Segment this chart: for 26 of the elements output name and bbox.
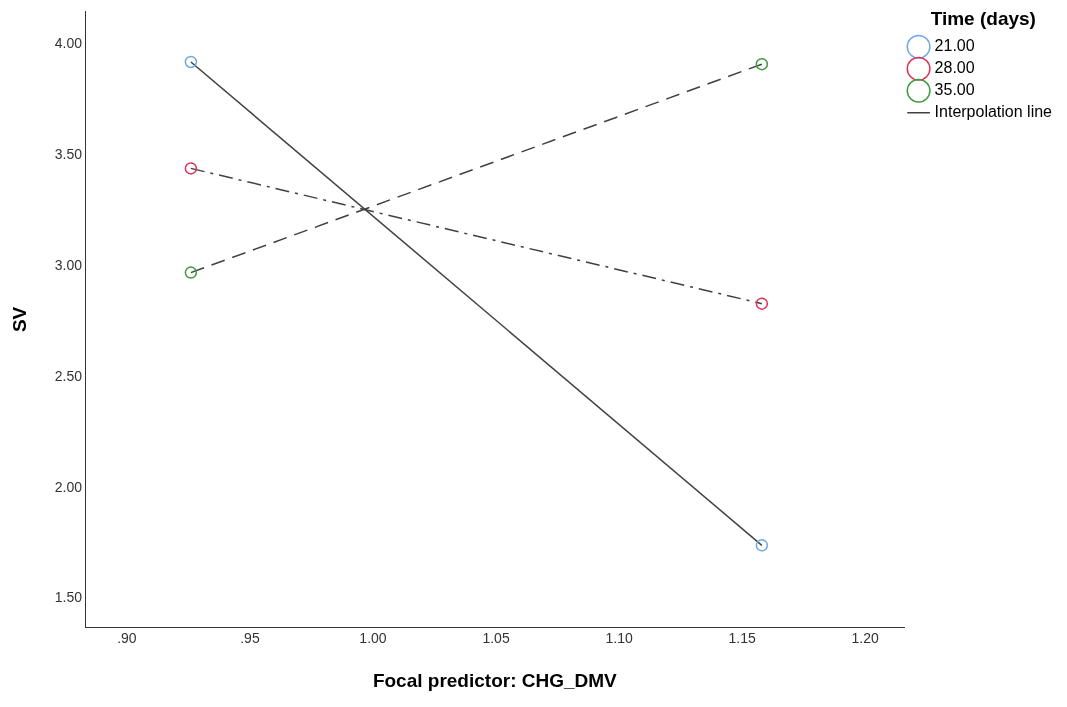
point (755, 57, 769, 71)
y-tick-label: 1.50 (54, 589, 83, 606)
legend-label: 21.00 (934, 37, 975, 55)
x-axis-title: Focal predictor: CHG_DMV (372, 669, 618, 691)
y-tick-label: 2.00 (54, 478, 83, 495)
y-tick-label: 3.00 (54, 256, 83, 273)
y-axis-title: SV (8, 306, 30, 333)
point (755, 297, 769, 310)
legend-label: 35.00 (934, 81, 975, 99)
x-tick-label: .90 (117, 629, 137, 646)
x-tick-label: 1.00 (359, 629, 387, 646)
legend-label: 28.00 (934, 59, 975, 77)
x-tick-label: 1.05 (482, 629, 510, 646)
point (184, 55, 198, 69)
x-tick-label: 1.20 (851, 629, 880, 646)
point (184, 266, 198, 279)
point (184, 162, 198, 175)
y-tick-label: 4.00 (54, 35, 83, 52)
point (755, 539, 769, 552)
legend-label: Interpolation line (934, 103, 1053, 121)
x-tick-label: 1.15 (728, 629, 756, 646)
y-tick-label: 3.50 (54, 145, 83, 162)
y-tick-label: 2.50 (54, 367, 83, 384)
x-tick-label: 1.10 (605, 629, 633, 646)
x-tick-label: .95 (240, 629, 260, 646)
legend-title: Time (days) (930, 7, 1036, 29)
